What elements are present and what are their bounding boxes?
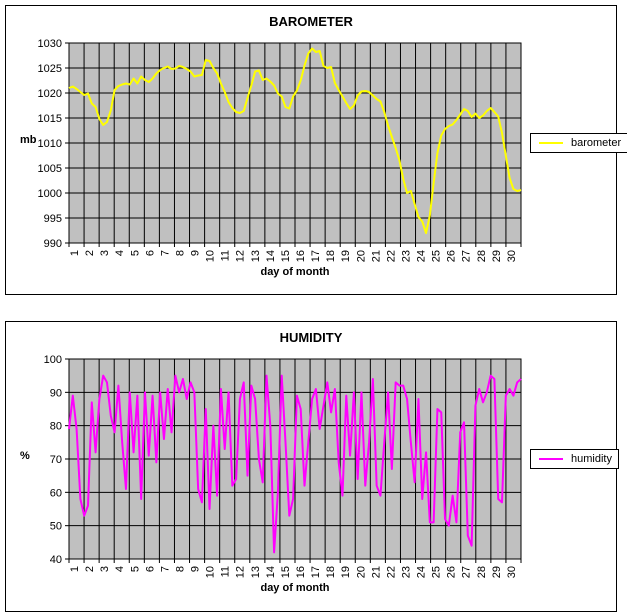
x-tick-label: 18	[325, 250, 337, 262]
x-tick-label: 5	[129, 250, 141, 256]
x-tick-label: 8	[174, 250, 186, 256]
x-tick-label: 20	[355, 566, 367, 578]
x-tick-label: 4	[114, 566, 126, 572]
x-tick-label: 28	[476, 250, 488, 262]
x-tick-label: 11	[220, 566, 232, 577]
chart-title: HUMIDITY	[279, 330, 343, 345]
barometer-chart-panel[interactable]: 1 2 3 4 5 6 7 8 9 10 11 12 13 14 15 16 17 18 19 20 21 22 23 24 2…	[5, 5, 627, 295]
y-axis-title: mb	[20, 134, 37, 146]
y-tick-label: 1015	[38, 113, 62, 125]
y-tick-label: 80	[50, 421, 62, 433]
x-tick-label: 1	[69, 566, 81, 572]
y-tick-label: 1000	[38, 188, 62, 200]
x-tick-label: 30	[506, 566, 518, 578]
x-tick-label: 27	[461, 250, 473, 262]
x-tick-label: 3	[99, 566, 111, 572]
legend-label: humidity	[571, 453, 612, 465]
x-tick-label: 24	[416, 566, 428, 578]
x-tick-label: 9	[190, 250, 202, 256]
x-tick-label: 21	[370, 250, 382, 262]
x-tick-label: 22	[385, 250, 397, 262]
x-tick-label: 25	[431, 566, 443, 578]
barometer-series-line	[68, 47, 522, 234]
x-tick-label: 30	[506, 250, 518, 262]
x-tick-label: 1	[69, 250, 81, 256]
y-tick-label: 40	[50, 554, 62, 566]
humidity-plot-area[interactable]: 1 2 3 4 5 6 7 8 9 10 11 12 13 14 15 16 17 18 19 20 21 22 23 24 2…	[6, 322, 616, 611]
y-tick-label: 70	[50, 454, 62, 466]
x-tick-label: 10	[205, 566, 217, 578]
legend-line-sample-icon	[539, 458, 563, 460]
y-tick-label: 1005	[38, 163, 62, 175]
x-tick-label: 4	[114, 250, 126, 256]
x-tick-label: 13	[250, 566, 262, 578]
x-tick-label: 17	[310, 566, 322, 578]
x-tick-label: 10	[205, 250, 217, 262]
x-tick-label: 16	[295, 250, 307, 262]
x-tick-label: 5	[129, 566, 141, 572]
x-tick-label: 21	[370, 566, 382, 578]
x-tick-label: 15	[280, 250, 292, 262]
y-tick-label: 1025	[38, 63, 62, 75]
x-tick-label: 18	[325, 566, 337, 578]
x-tick-label: 15	[280, 566, 292, 578]
x-tick-label: 2	[84, 566, 96, 572]
x-tick-label: 28	[476, 566, 488, 578]
x-tick-label: 27	[461, 566, 473, 578]
x-tick-label: 8	[174, 566, 186, 572]
legend[interactable]: humidity	[530, 449, 619, 469]
x-tick-label: 16	[295, 566, 307, 578]
y-tick-label: 995	[44, 213, 62, 225]
legend-label: barometer	[571, 137, 622, 149]
x-tick-label: 29	[491, 566, 503, 578]
x-tick-label: 17	[310, 250, 322, 262]
humidity-chart-panel[interactable]: 1 2 3 4 5 6 7 8 9 10 11 12 13 14 15 16 17 18 19 20 21 22 23 24 2…	[5, 321, 619, 612]
x-tick-label: 2	[84, 250, 96, 256]
x-tick-label: 7	[159, 250, 171, 256]
x-tick-label: 3	[99, 250, 111, 256]
legend-line-sample-icon	[539, 142, 563, 144]
x-axis-title: day of month	[260, 582, 330, 594]
x-tick-label: 23	[400, 250, 412, 262]
y-tick-label: 1030	[38, 38, 62, 50]
legend[interactable]: barometer	[530, 133, 627, 153]
x-tick-label: 24	[416, 250, 428, 262]
x-tick-label: 9	[190, 566, 202, 572]
x-tick-label: 7	[159, 566, 171, 572]
y-tick-label: 60	[50, 487, 62, 499]
x-tick-label: 12	[235, 566, 247, 578]
y-tick-label: 90	[50, 387, 62, 399]
x-tick-label: 19	[340, 566, 352, 578]
x-tick-label: 25	[431, 250, 443, 262]
y-tick-label: 100	[44, 354, 62, 366]
x-tick-label: 13	[250, 250, 262, 262]
y-tick-label: 50	[50, 521, 62, 533]
x-tick-label: 14	[265, 250, 277, 262]
y-tick-label: 1020	[38, 88, 62, 100]
x-tick-label: 19	[340, 250, 352, 262]
x-tick-label: 6	[144, 566, 156, 572]
x-tick-label: 11	[220, 250, 232, 261]
y-axis-title: %	[20, 450, 30, 462]
x-tick-label: 26	[446, 250, 458, 262]
x-tick-label: 20	[355, 250, 367, 262]
x-axis-title: day of month	[260, 266, 330, 278]
barometer-plot-area[interactable]: 1 2 3 4 5 6 7 8 9 10 11 12 13 14 15 16 17 18 19 20 21 22 23 24 2…	[6, 6, 616, 294]
chart-title: BAROMETER	[269, 14, 353, 29]
x-tick-label: 12	[235, 250, 247, 262]
x-tick-label: 23	[400, 566, 412, 578]
x-tick-label: 6	[144, 250, 156, 256]
y-tick-label: 990	[44, 238, 62, 250]
humidity-series-line	[68, 374, 522, 554]
x-tick-label: 22	[385, 566, 397, 578]
x-tick-label: 26	[446, 566, 458, 578]
x-tick-label: 14	[265, 566, 277, 578]
x-tick-label: 29	[491, 250, 503, 262]
y-tick-label: 1010	[38, 138, 62, 150]
